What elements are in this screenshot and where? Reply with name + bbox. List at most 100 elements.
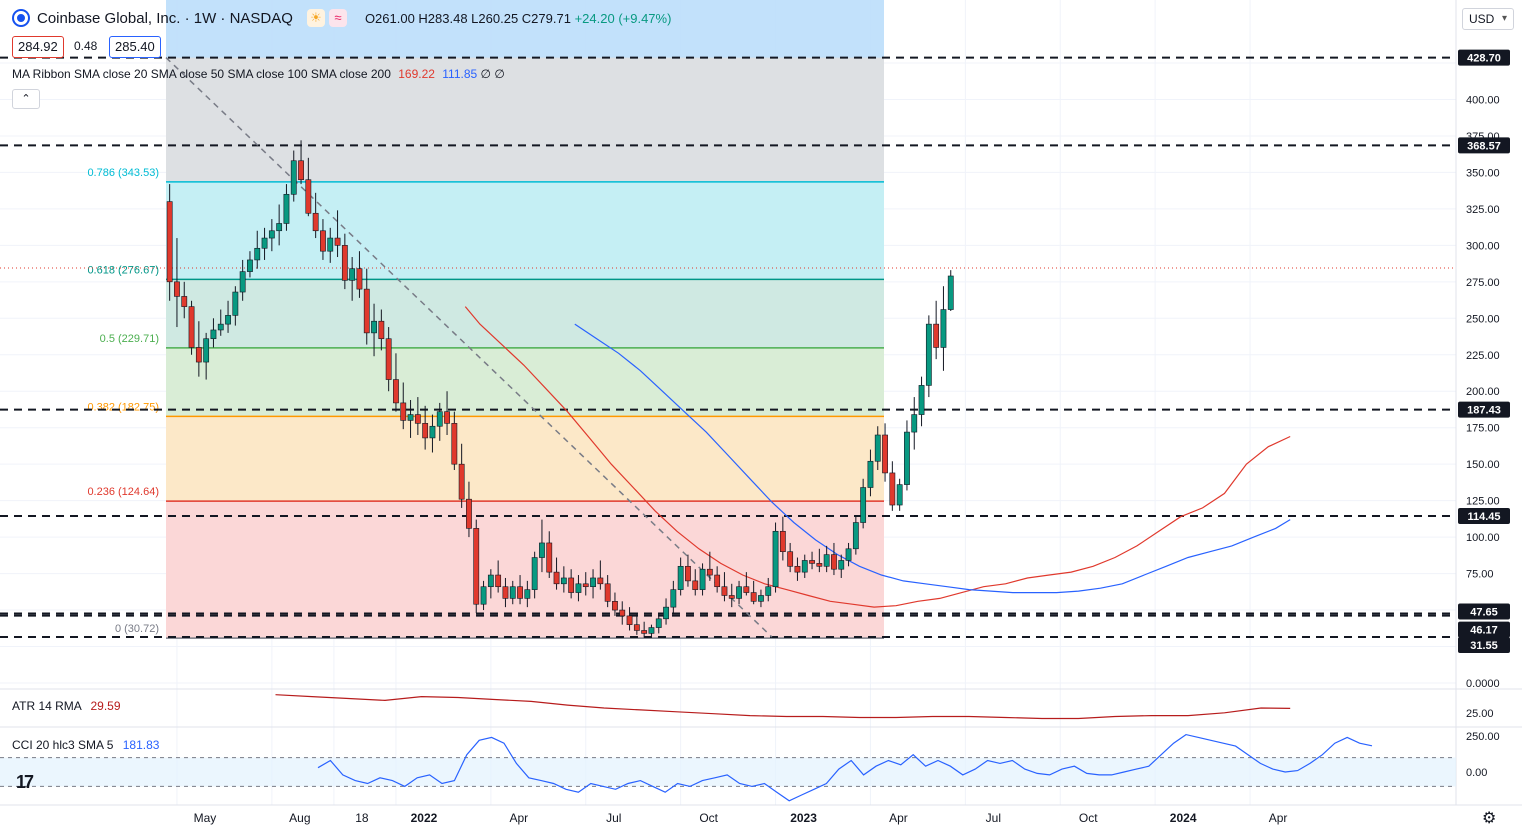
sma20-line	[464, 306, 1291, 608]
cci-line	[317, 733, 1373, 802]
candle-body	[809, 560, 815, 564]
x-tick-label: Apr	[889, 811, 908, 825]
candle-body	[692, 580, 699, 590]
fibonacci-retracement: 0.786 (343.53) 0.618 (276.67) 0.5 (229.71)…	[87, 0, 884, 639]
candle-body	[334, 237, 341, 246]
candle-body	[787, 551, 794, 567]
y-tick-label: 350.00	[1466, 167, 1500, 179]
candle-body	[524, 589, 531, 599]
level-price-label: 47.65	[1470, 606, 1498, 618]
candle-body	[312, 212, 319, 232]
candle-body	[750, 592, 757, 602]
level-price-tag	[1458, 621, 1510, 638]
gear-icon[interactable]: ⚙	[1482, 810, 1497, 827]
candle-body	[765, 586, 772, 596]
level-price-tag	[1458, 137, 1510, 154]
candle-body	[400, 402, 407, 421]
currency-selector[interactable]: USD	[1462, 8, 1514, 30]
candle-body	[473, 528, 480, 605]
y-tick-label: 125.00	[1466, 496, 1500, 508]
fib-level-label: 0.786 (343.53)	[87, 167, 159, 179]
y-tick-label: 300.00	[1466, 240, 1500, 252]
x-tick-label: 2023	[790, 811, 817, 825]
candle-body	[195, 347, 202, 363]
candle-body	[466, 498, 472, 529]
y-tick-label: 250.00	[1466, 313, 1500, 325]
level-price-label: 368.57	[1467, 140, 1501, 152]
candle-body	[480, 586, 487, 605]
x-tick-label: Oct	[699, 811, 718, 825]
candle-body	[509, 586, 516, 599]
candle-body	[736, 586, 742, 599]
candle-body	[933, 323, 940, 348]
candle-body	[517, 586, 523, 599]
fib-level-label: 0.382 (182.75)	[87, 401, 159, 413]
candle-body	[546, 542, 553, 573]
candle-body	[444, 411, 450, 424]
candle-body	[590, 577, 596, 588]
candle-body	[896, 484, 903, 506]
candle-body	[436, 411, 443, 427]
level-price-label: 187.43	[1467, 405, 1501, 417]
candle-body	[305, 179, 312, 214]
y-tick-label: 400.00	[1466, 94, 1500, 106]
candle-body	[597, 577, 604, 585]
candle-body	[261, 237, 268, 249]
cci-value: 181.83	[122, 738, 160, 752]
level-price-label: 114.45	[1467, 511, 1500, 523]
ohlc-values: O261.00 H283.48 L260.25 C279.71 +24.20 (…	[365, 11, 672, 26]
level-price-label: 31.55	[1470, 640, 1498, 652]
candle-body	[801, 560, 808, 573]
buy-price-button[interactable]: 285.40	[109, 36, 161, 58]
candle-body	[867, 460, 874, 488]
candle-body	[422, 423, 429, 439]
candle-body	[393, 379, 399, 404]
candle-body	[626, 615, 633, 625]
symbol-title[interactable]: Coinbase Global, Inc. · 1W · NASDAQ ☀ ≈ …	[12, 9, 671, 27]
fib-zone-1	[166, 57, 884, 182]
y-tick-label: 100.00	[1466, 532, 1500, 544]
sell-price-button[interactable]: 284.92	[12, 36, 64, 58]
candle-body	[852, 522, 859, 550]
cci-tick-label: 0.00	[1466, 767, 1487, 779]
candle-body	[531, 557, 538, 590]
y-tick-label: 150.00	[1466, 459, 1500, 471]
fib-level-label: 0 (30.72)	[115, 623, 159, 635]
candle-body	[619, 609, 626, 617]
candle-body	[641, 630, 648, 634]
x-tick-label: Apr	[510, 811, 529, 825]
ohlc-text: O261.00 H283.48 L260.25 C279.71	[364, 10, 571, 26]
candle-body	[838, 560, 845, 570]
atr-legend[interactable]: ATR 14 RMA 29.59	[12, 699, 121, 713]
level-price-tag	[1458, 603, 1510, 620]
x-tick-label: May	[194, 811, 217, 825]
horizontal-levels	[0, 56, 1456, 638]
cci-legend[interactable]: CCI 20 hlc3 SMA 5 181.83	[12, 738, 159, 752]
candle-body	[728, 595, 735, 599]
candle-body	[407, 414, 414, 421]
symbol-title-text: Coinbase Global, Inc. · 1W · NASDAQ	[37, 9, 293, 27]
candle-body	[232, 291, 239, 316]
x-tick-label: 18	[355, 811, 369, 825]
market-hours-icon[interactable]: ☀	[306, 9, 325, 27]
candle-body	[743, 586, 750, 593]
tradingview-logo-icon[interactable]: 17	[16, 772, 34, 792]
x-tick-label: 2022	[411, 811, 438, 825]
atr-tick-label: 25.00	[1466, 708, 1494, 720]
candle-body	[495, 574, 502, 588]
candle-body	[940, 309, 947, 348]
sma50-line	[574, 323, 1291, 594]
candle-body	[633, 624, 640, 631]
collapse-legend-button[interactable]: ⌃	[12, 89, 40, 109]
ma-ribbon-legend[interactable]: MA Ribbon SMA close 20 SMA close 50 SMA …	[12, 67, 505, 81]
candle-body	[925, 323, 932, 386]
candle-body	[889, 472, 896, 506]
candle-body	[670, 589, 677, 608]
dividends-icon[interactable]: ≈	[328, 9, 347, 27]
trendline	[165, 57, 773, 638]
candle-body	[714, 574, 721, 588]
candle-body	[612, 601, 618, 611]
candle-body	[845, 548, 852, 561]
